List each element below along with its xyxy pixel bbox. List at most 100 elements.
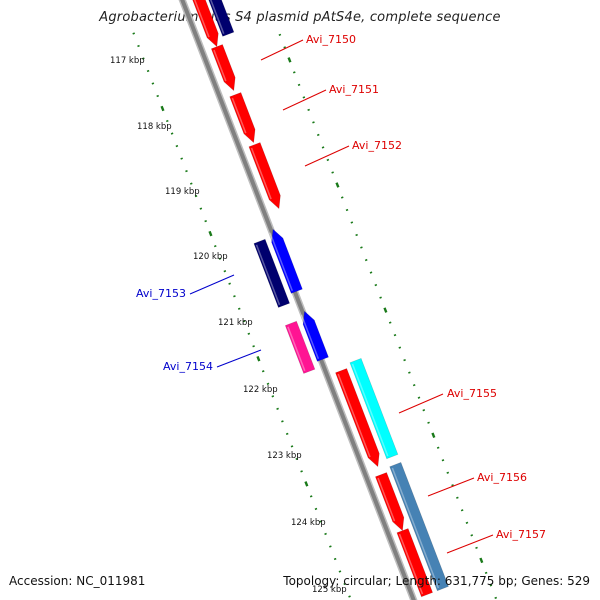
outer-minor-tick (302, 96, 306, 99)
outer-minor-tick (326, 158, 330, 162)
outer-minor-tick (292, 71, 296, 74)
outer-minor-tick (364, 258, 368, 262)
callout-line (398, 393, 444, 414)
gene-label: Avi_7154 (163, 360, 213, 373)
outer-minor-tick (331, 171, 334, 174)
inner-minor-tick (218, 257, 222, 260)
inner-minor-tick (333, 557, 337, 561)
gene-arrow-avi-7153-highlight (255, 244, 281, 306)
outer-major-tick (479, 557, 484, 564)
inner-minor-tick (319, 520, 323, 523)
inner-minor-tick (252, 345, 255, 348)
gene-arrow-avi-7157-steel-highlight (391, 467, 440, 589)
outer-minor-tick (321, 146, 325, 149)
inner-minor-tick (137, 44, 140, 48)
gene-arrow-avi-7150 (210, 44, 236, 92)
gene-label-callouts: Avi_7150 Avi_7151 Avi_7152 Avi_7153 Avi_7154… (136, 33, 546, 554)
inner-minor-tick (132, 32, 136, 35)
gene-arrow-avi-7150-navy-highlight (210, 0, 225, 34)
outer-minor-tick (427, 421, 430, 424)
inner-minor-tick (170, 132, 174, 135)
gene-arrow-avi-7152 (248, 142, 281, 210)
outer-major-tick (383, 307, 388, 313)
gene-label: Avi_7151 (329, 83, 379, 96)
outer-minor-tick (494, 596, 498, 600)
gene-arrow-avi-7154-highlight (287, 326, 306, 372)
callout-line (282, 89, 327, 111)
backbone-track (178, 0, 418, 600)
scale-label: 120 kbp (193, 252, 228, 262)
inner-minor-tick (276, 407, 279, 410)
outer-minor-tick (307, 108, 310, 112)
gene-arrow-avi-7152-highlight (250, 147, 272, 200)
inner-minor-tick (295, 457, 299, 461)
inner-minor-tick (189, 182, 193, 185)
outer-minor-tick (489, 584, 493, 587)
gene-arrow-avi-7149-highlight (193, 0, 210, 38)
gene-features (192, 0, 449, 598)
outer-minor-tick (436, 446, 440, 449)
callout-line (216, 349, 262, 368)
inner-minor-tick (285, 432, 289, 435)
accession-label: Accession: NC_011981 (9, 574, 146, 588)
gene-label: Avi_7156 (477, 471, 527, 484)
scale-labels: 117 kbp 118 kbp 119 kbp 120 kbp 121 kbp 122 k… (110, 56, 347, 595)
outer-minor-tick (297, 83, 301, 87)
inner-minor-tick (151, 82, 155, 85)
inner-minor-tick (204, 220, 207, 223)
outer-minor-tick (456, 496, 459, 499)
outer-minor-tick (408, 371, 411, 374)
outer-minor-tick (316, 133, 320, 137)
gene-arrow-avi-7150-highlight (213, 49, 227, 82)
inner-major-tick (256, 356, 261, 362)
outer-minor-tick (379, 296, 382, 299)
inner-minor-tick (338, 570, 342, 573)
outer-minor-tick (398, 346, 402, 349)
gene-arrow-avi-7151 (229, 92, 256, 144)
inner-minor-tick (309, 495, 313, 498)
callout-line (446, 534, 494, 554)
gene-label: Avi_7150 (306, 33, 356, 46)
callout-line (260, 39, 304, 61)
gene-label: Avi_7155 (447, 387, 497, 400)
inner-minor-tick (146, 69, 150, 73)
outer-tick-track (278, 33, 498, 600)
outer-major-tick (287, 57, 292, 63)
outer-major-tick (431, 432, 436, 438)
inner-minor-tick (165, 119, 169, 123)
inner-major-tick (160, 105, 165, 112)
inner-minor-tick (314, 507, 318, 511)
inner-minor-tick (180, 157, 183, 160)
gene-label: Avi_7157 (496, 528, 546, 541)
outer-minor-tick (312, 121, 315, 124)
inner-minor-tick (290, 445, 294, 448)
callout-line (304, 145, 350, 167)
gene-label: Avi_7152 (352, 139, 402, 152)
scale-label: 119 kbp (165, 187, 200, 197)
gene-arrow-avi-7155-cyan-highlight (351, 363, 389, 457)
outer-minor-tick (350, 221, 354, 224)
scale-label: 122 kbp (243, 385, 278, 395)
inner-major-tick (304, 481, 309, 487)
inner-minor-tick (194, 194, 198, 198)
inner-minor-tick (228, 282, 231, 285)
inner-minor-tick (281, 420, 284, 423)
gene-arrow-avi-7153-blue (271, 228, 303, 294)
outer-minor-tick (345, 208, 349, 212)
inner-minor-tick (300, 470, 303, 473)
gene-arrow-avi-7151-highlight (231, 97, 247, 134)
inner-minor-tick (237, 307, 241, 310)
scale-label: 117 kbp (110, 56, 145, 66)
gene-arrow-avi-7156 (375, 472, 405, 532)
gene-arrow-avi-7149 (192, 0, 219, 48)
inner-minor-tick (223, 270, 227, 273)
callout-line (189, 274, 235, 295)
gene-arrow-avi-7157 (396, 528, 433, 598)
inner-minor-tick (141, 57, 145, 60)
inner-minor-tick (156, 94, 160, 98)
inner-minor-tick (213, 245, 217, 248)
outer-minor-tick (470, 534, 474, 537)
outer-minor-tick (417, 396, 421, 399)
inner-minor-tick (348, 595, 351, 598)
outer-minor-tick (393, 333, 397, 337)
